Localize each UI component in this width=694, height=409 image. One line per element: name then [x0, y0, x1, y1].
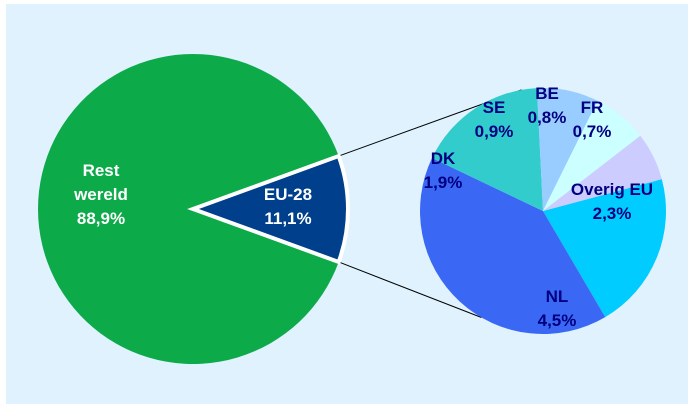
chart-area: Rest wereld 88,9% EU-28 11,1% Overig EU 2,3% NL… [6, 4, 688, 404]
pie-slice-be [543, 100, 641, 211]
pie-slice-eu-28 [187, 153, 350, 265]
slice-label-dk: DK 1,9% [424, 149, 463, 192]
pie-slice-dk [432, 88, 543, 211]
slice-label-nl: NL 4,5% [538, 287, 577, 330]
slice-label-overig-eu: Overig EU 2,3% [571, 180, 653, 223]
slice-label-be: BE 0,8% [528, 84, 567, 127]
slice-label-eu-28: EU-28 11,1% [264, 185, 312, 228]
slice-label-se: SE 0,9% [475, 98, 514, 141]
pie-of-pie-chart: Rest wereld 88,9% EU-28 11,1% Overig EU 2,3% NL… [37, 53, 666, 364]
slice-label-rest-wereld: Rest wereld 88,9% [73, 161, 128, 228]
pie-slice-fr [543, 135, 662, 211]
slice-label-fr: FR 0,7% [573, 98, 612, 141]
pie-slice-nl [420, 157, 606, 334]
pie-slice-se [536, 87, 598, 211]
pie-slice-overig-eu [543, 179, 666, 318]
connector-line-bottom [338, 261, 482, 318]
